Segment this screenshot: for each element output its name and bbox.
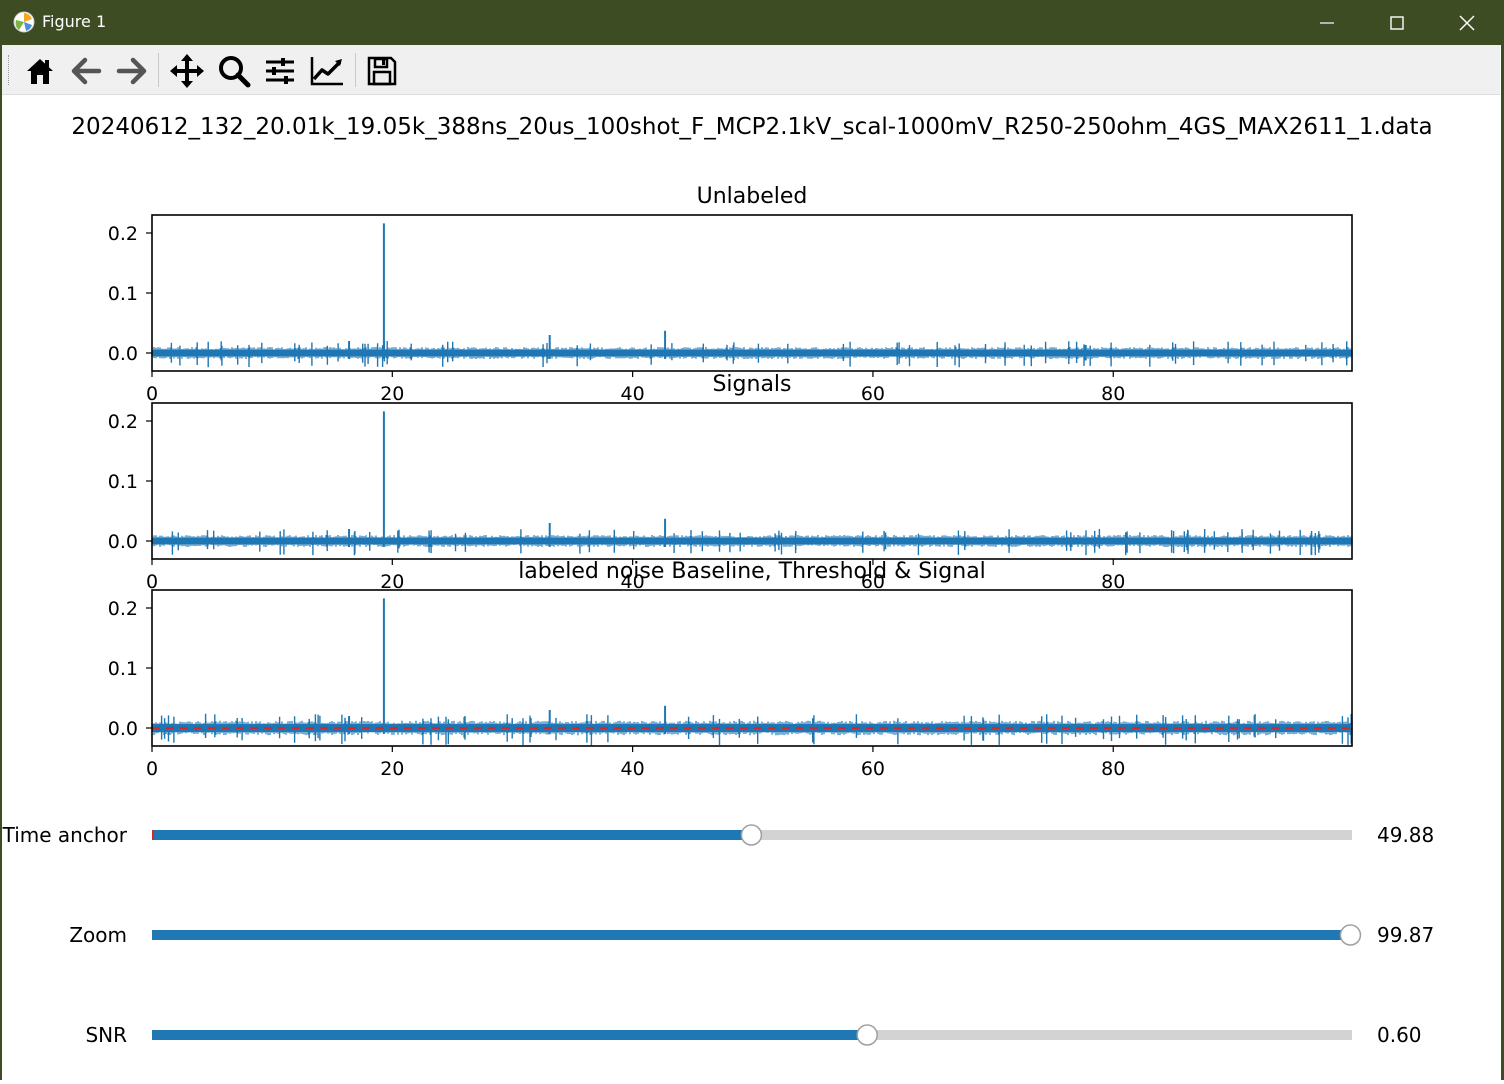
figure-suptitle: 20240612_132_20.01k_19.05k_388ns_20us_10…	[71, 114, 1432, 140]
y-tick-label: 0.2	[108, 223, 138, 245]
y-tick-label: 0.1	[108, 658, 138, 680]
toolbar-grip[interactable]	[8, 55, 11, 85]
slider-label: Zoom	[69, 923, 127, 947]
minimize-icon	[1320, 21, 1334, 24]
x-tick-label: 20	[380, 383, 404, 405]
minimize-button[interactable]	[1292, 0, 1362, 45]
sliders-icon	[266, 58, 294, 84]
axes-2[interactable]: Signals 0 20 40 60 80 0.0 0.1 0.2	[108, 372, 1353, 593]
slider-zoom[interactable]: Zoom 99.87	[69, 923, 1434, 947]
slider-initial-marker	[152, 830, 154, 840]
slider-handle[interactable]	[740, 824, 763, 846]
edit-axes-button[interactable]	[309, 53, 345, 89]
toolbar-separator	[158, 53, 159, 87]
x-tick-label: 0	[146, 758, 158, 780]
x-tick-label: 60	[861, 758, 885, 780]
axes-title: labeled noise Baseline, Threshold & Sign…	[518, 559, 986, 584]
matplotlib-icon	[13, 11, 35, 33]
slider-value: 0.60	[1377, 1023, 1422, 1047]
maximize-button[interactable]	[1362, 0, 1432, 45]
y-tick-label: 0.0	[108, 343, 138, 365]
y-tick-label: 0.0	[108, 531, 138, 553]
slider-label: Time anchor	[2, 823, 128, 847]
slider-label: SNR	[85, 1023, 127, 1047]
x-tick-label: 0	[146, 383, 158, 405]
line-chart-icon	[310, 57, 343, 86]
close-button[interactable]	[1432, 0, 1502, 45]
slider-fill	[152, 830, 752, 840]
slider-time-anchor[interactable]: Time anchor 49.88	[2, 823, 1435, 847]
signal-trace-spikes	[171, 529, 1321, 556]
navigation-toolbar	[0, 45, 1500, 95]
axes-title: Unlabeled	[697, 184, 808, 209]
forward-button[interactable]	[114, 53, 150, 89]
x-tick-label: 80	[1101, 571, 1125, 593]
slider-handle[interactable]	[856, 1024, 878, 1046]
x-tick-label: 20	[380, 758, 404, 780]
toolbar-separator	[355, 53, 356, 87]
x-tick-label: 40	[621, 758, 645, 780]
x-tick-label: 40	[621, 571, 645, 593]
floppy-disk-icon	[367, 56, 397, 86]
figure-svg[interactable]: 20240612_132_20.01k_19.05k_388ns_20us_10…	[2, 95, 1501, 1080]
maximize-icon	[1390, 15, 1404, 30]
home-button[interactable]	[22, 53, 58, 89]
y-tick-label: 0.1	[108, 471, 138, 493]
zoom-button[interactable]	[216, 53, 252, 89]
magnifier-icon	[219, 56, 251, 88]
x-tick-label: 60	[861, 571, 885, 593]
figure-canvas[interactable]: 20240612_132_20.01k_19.05k_388ns_20us_10…	[2, 95, 1501, 1080]
y-tick-label: 0.0	[108, 718, 138, 740]
axes-title: Signals	[712, 372, 791, 397]
y-tick-label: 0.1	[108, 283, 138, 305]
y-tick-label: 0.2	[108, 411, 138, 433]
x-tick-label: 60	[861, 383, 885, 405]
arrow-right-icon	[116, 57, 147, 85]
x-tick-label: 80	[1101, 383, 1125, 405]
x-tick-label: 0	[146, 571, 158, 593]
slider-fill	[152, 930, 1351, 940]
slider-value: 99.87	[1377, 923, 1434, 947]
home-icon	[27, 59, 53, 84]
window-frame-left	[0, 45, 2, 1080]
axes-3[interactable]: labeled noise Baseline, Threshold & Sign…	[108, 559, 1353, 780]
save-button[interactable]	[364, 53, 400, 89]
move-icon	[170, 54, 204, 88]
pan-button[interactable]	[169, 53, 205, 89]
slider-handle[interactable]	[1339, 924, 1362, 946]
slider-snr[interactable]: SNR 0.60	[85, 1023, 1421, 1047]
window-titlebar: Figure 1	[0, 0, 1504, 45]
signal-trace-spikes	[170, 341, 1348, 368]
window-frame-right	[1501, 45, 1504, 1080]
signal-trace	[151, 720, 1353, 736]
slider-value: 49.88	[1377, 823, 1434, 847]
x-tick-label: 20	[380, 571, 404, 593]
window-title: Figure 1	[42, 12, 107, 31]
subplots-button[interactable]	[262, 53, 298, 89]
x-tick-label: 80	[1101, 758, 1125, 780]
close-icon	[1459, 15, 1475, 30]
arrow-left-icon	[71, 57, 102, 85]
y-tick-label: 0.2	[108, 598, 138, 620]
back-button[interactable]	[68, 53, 104, 89]
slider-fill	[152, 1030, 868, 1040]
axes-1[interactable]: Unlabeled 0 20 40 60 80 0.0 0.1 0.2	[108, 184, 1353, 405]
x-tick-label: 40	[621, 383, 645, 405]
